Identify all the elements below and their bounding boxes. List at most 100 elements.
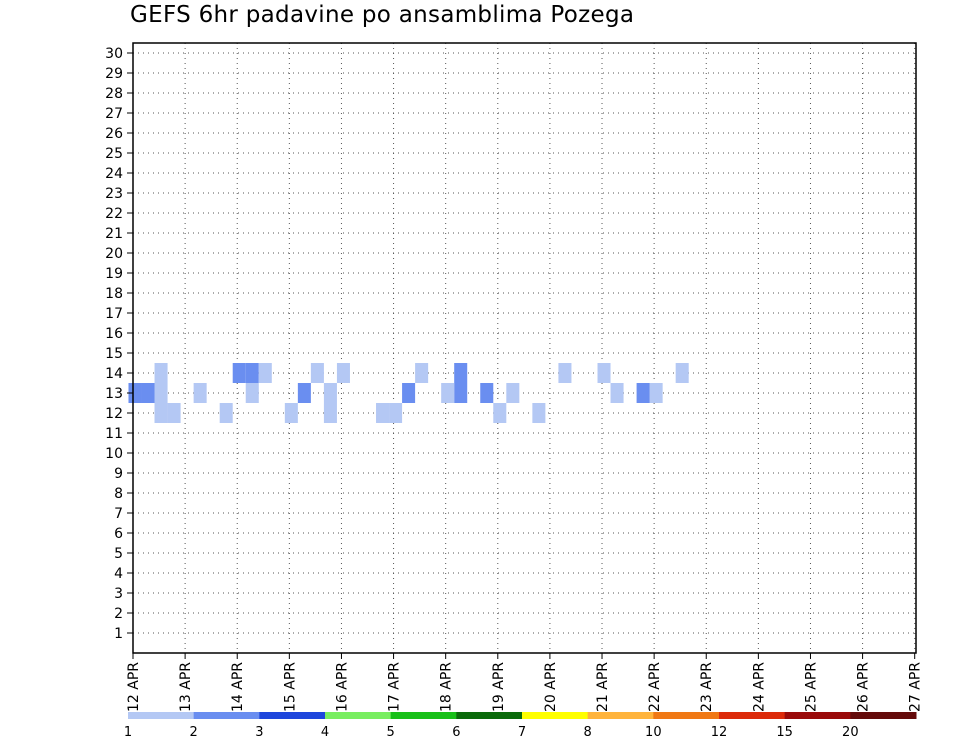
y-tick-label: 24 (105, 166, 123, 182)
colorbar-swatch (128, 712, 195, 719)
heatmap-cell (415, 363, 429, 383)
chart-title: GEFS 6hr padavine po ansamblima Pozega (130, 2, 635, 28)
heatmap-cell (336, 363, 350, 383)
heatmap-cell (193, 383, 207, 403)
x-tick-label: 19 APR (491, 662, 507, 712)
colorbar-label: 10 (645, 725, 662, 740)
colorbar-swatch (193, 712, 260, 719)
y-tick-label: 5 (114, 546, 123, 562)
heatmap-cell (558, 363, 572, 383)
x-tick-label: 17 APR (387, 662, 403, 712)
heatmap-cell (154, 403, 168, 423)
heatmap-cell (323, 383, 337, 403)
x-tick-label: 14 APR (230, 662, 246, 712)
x-tick-label: 16 APR (334, 662, 350, 712)
y-tick-label: 12 (105, 406, 123, 422)
colorbar-swatch (390, 712, 457, 719)
colorbar-label: 4 (321, 725, 329, 740)
heatmap-cell (376, 403, 390, 423)
heatmap-cell (480, 383, 494, 403)
x-tick-label: 12 APR (126, 662, 142, 712)
x-tick-label: 26 APR (856, 662, 872, 712)
colorbar-swatch (522, 712, 589, 719)
heatmap-cell (284, 403, 298, 423)
y-tick-label: 15 (105, 346, 123, 362)
x-tick-label: 24 APR (751, 662, 767, 712)
heatmap-cell (232, 363, 246, 383)
colorbar-swatch (259, 712, 326, 719)
colorbar-label: 7 (518, 725, 526, 740)
y-tick-label: 2 (114, 606, 123, 622)
heatmap-cell (493, 403, 507, 423)
colorbar-label: 15 (776, 725, 793, 740)
heatmap-cell (258, 363, 272, 383)
x-tick-label: 18 APR (439, 662, 455, 712)
x-tick-label: 23 APR (699, 662, 715, 712)
heatmap-cell (219, 403, 233, 423)
y-tick-label: 14 (105, 366, 123, 382)
colorbar-label: 3 (255, 725, 263, 740)
x-tick-label: 20 APR (543, 662, 559, 712)
heatmap-cell (167, 403, 181, 423)
colorbar-label: 2 (190, 725, 198, 740)
heatmap-cell (597, 363, 611, 383)
y-tick-label: 18 (105, 286, 123, 302)
colorbar-label: 8 (584, 725, 592, 740)
heatmap-cell (154, 383, 168, 403)
heatmap-cell (454, 383, 468, 403)
colorbar-swatch (653, 712, 720, 719)
colorbar-swatch (587, 712, 654, 719)
y-tick-label: 17 (105, 306, 123, 322)
colorbar-label: 5 (387, 725, 395, 740)
heatmap-cell (389, 403, 403, 423)
heatmap-cell (141, 383, 155, 403)
heatmap-cell (532, 403, 546, 423)
y-tick-label: 9 (114, 466, 123, 482)
heatmap-cell (649, 383, 663, 403)
y-tick-label: 4 (114, 566, 123, 582)
y-tick-label: 25 (105, 146, 123, 162)
y-tick-label: 29 (105, 66, 123, 82)
x-tick-label: 21 APR (595, 662, 611, 712)
colorbar-swatch (850, 712, 917, 719)
heatmap-cell (245, 363, 259, 383)
heatmap-cell (297, 383, 311, 403)
x-tick-label: 15 APR (282, 662, 298, 712)
heatmap-cell (610, 383, 624, 403)
y-tick-label: 20 (105, 246, 123, 262)
y-tick-label: 27 (105, 106, 123, 122)
heatmap-cell (323, 403, 337, 423)
colorbar-swatch (456, 712, 523, 719)
x-tick-label: 27 APR (908, 662, 924, 712)
x-tick-label: 25 APR (803, 662, 819, 712)
y-tick-label: 30 (105, 46, 123, 62)
heatmap-cell (245, 383, 259, 403)
heatmap-cell (636, 383, 650, 403)
y-tick-label: 10 (105, 446, 123, 462)
y-tick-label: 13 (105, 386, 123, 402)
heatmap-cell (506, 383, 520, 403)
colorbar-label: 6 (452, 725, 460, 740)
plot-frame (132, 42, 917, 654)
y-tick-label: 7 (114, 506, 123, 522)
heatmap-cell (441, 383, 455, 403)
colorbar-swatch (784, 712, 851, 719)
y-tick-label: 23 (105, 186, 123, 202)
heatmap-cell (675, 363, 689, 383)
y-tick-label: 28 (105, 86, 123, 102)
y-tick-label: 16 (105, 326, 123, 342)
x-tick-label: 22 APR (647, 662, 663, 712)
y-tick-label: 8 (114, 486, 123, 502)
colorbar-swatch (719, 712, 786, 719)
y-tick-label: 22 (105, 206, 123, 222)
y-tick-label: 26 (105, 126, 123, 142)
colorbar-swatch (325, 712, 392, 719)
heatmap-cell (402, 383, 416, 403)
y-tick-label: 6 (114, 526, 123, 542)
heatmap-cell (454, 363, 468, 383)
colorbar-label: 20 (842, 725, 859, 740)
colorbar-label: 1 (124, 725, 132, 740)
heatmap-cell (154, 363, 168, 383)
heatmap-cell (128, 383, 142, 403)
